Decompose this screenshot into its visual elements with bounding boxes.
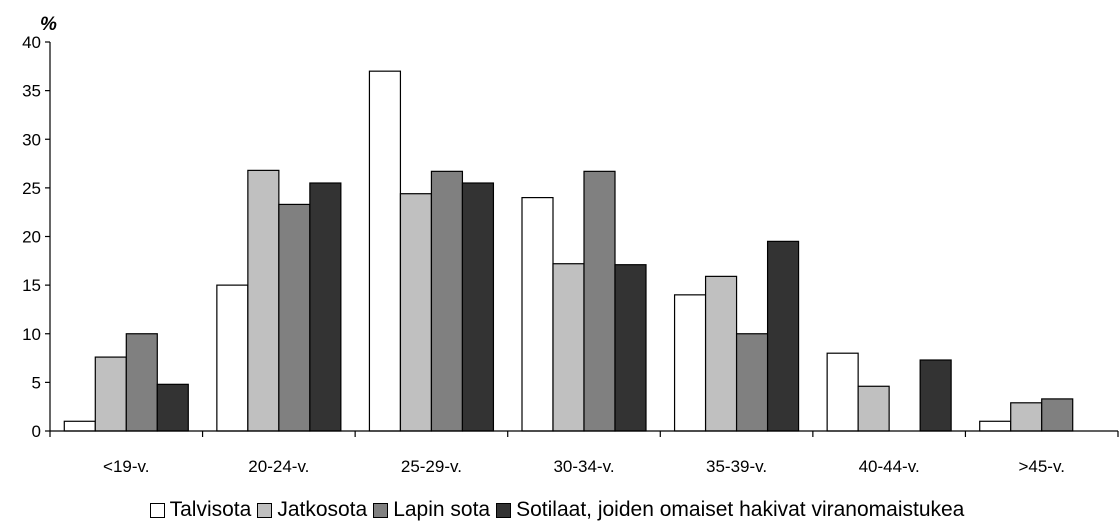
- bar: [278, 203, 311, 432]
- legend-label: Talvisota: [169, 498, 252, 521]
- y-tick-label: 15: [22, 276, 41, 295]
- bar: [247, 169, 280, 432]
- legend-label: Lapin sota: [393, 498, 491, 521]
- bar: [156, 383, 189, 432]
- bar: [309, 182, 342, 432]
- x-tick-label: 35-39-v.: [706, 457, 767, 476]
- y-tick-label: 40: [22, 33, 41, 52]
- bar: [1041, 398, 1074, 432]
- y-axis-label: %: [40, 14, 57, 35]
- bar: [979, 420, 1012, 432]
- bar: [583, 170, 616, 432]
- bar: [94, 356, 127, 432]
- plot-area: [63, 70, 1074, 432]
- bar-chart: % 0 5 10 15 20 25 30 35 40 <19-v. 20-24-v. 25-29-v.…: [22, 14, 1119, 476]
- legend-swatch: [257, 502, 273, 518]
- x-tick-label: 20-24-v.: [248, 457, 309, 476]
- bar: [430, 170, 464, 432]
- legend-swatch: [373, 502, 389, 518]
- legend-label: Jatkosota: [277, 498, 368, 521]
- bar: [399, 193, 433, 432]
- y-tick-label: 30: [22, 130, 41, 149]
- y-tick-label: 0: [32, 422, 41, 441]
- legend-item: Talvisota: [149, 498, 252, 522]
- bar: [1010, 402, 1043, 432]
- legend-item: Lapin sota: [373, 498, 490, 522]
- bar: [704, 275, 738, 432]
- bar: [63, 420, 96, 432]
- bar: [368, 70, 402, 432]
- legend-item: Jatkosota: [257, 498, 367, 522]
- x-tick-label: 25-29-v.: [401, 457, 462, 476]
- y-tick-label: 35: [22, 82, 41, 101]
- legend-item: Sotilaat, joiden omaiset hakivat viranom…: [496, 498, 964, 522]
- bar: [673, 294, 707, 432]
- legend: Talvisota Jatkosota Lapin sota Sotilaat, jo…: [0, 494, 1120, 526]
- bar: [461, 182, 495, 432]
- bar: [552, 263, 585, 432]
- x-tick-label: <19-v.: [103, 457, 149, 476]
- bar: [216, 284, 249, 432]
- legend-swatch: [149, 502, 165, 518]
- x-tick-label: 40-44-v.: [859, 457, 920, 476]
- x-tick-label: 30-34-v.: [553, 457, 614, 476]
- bar: [125, 333, 158, 432]
- legend-swatch: [496, 502, 512, 518]
- y-tick-label: 25: [22, 179, 41, 198]
- bar: [919, 359, 952, 432]
- bar: [735, 333, 769, 432]
- y-tick-label: 10: [22, 325, 41, 344]
- bar: [857, 385, 890, 432]
- x-tick-label: >45-v.: [1018, 457, 1064, 476]
- bar: [766, 240, 800, 432]
- y-tick-label: 5: [32, 373, 41, 392]
- bar: [826, 352, 859, 432]
- legend-label: Sotilaat, joiden omaiset hakivat viranom…: [516, 498, 965, 521]
- bar: [521, 197, 554, 432]
- y-tick-label: 20: [22, 228, 41, 247]
- bar: [614, 264, 647, 432]
